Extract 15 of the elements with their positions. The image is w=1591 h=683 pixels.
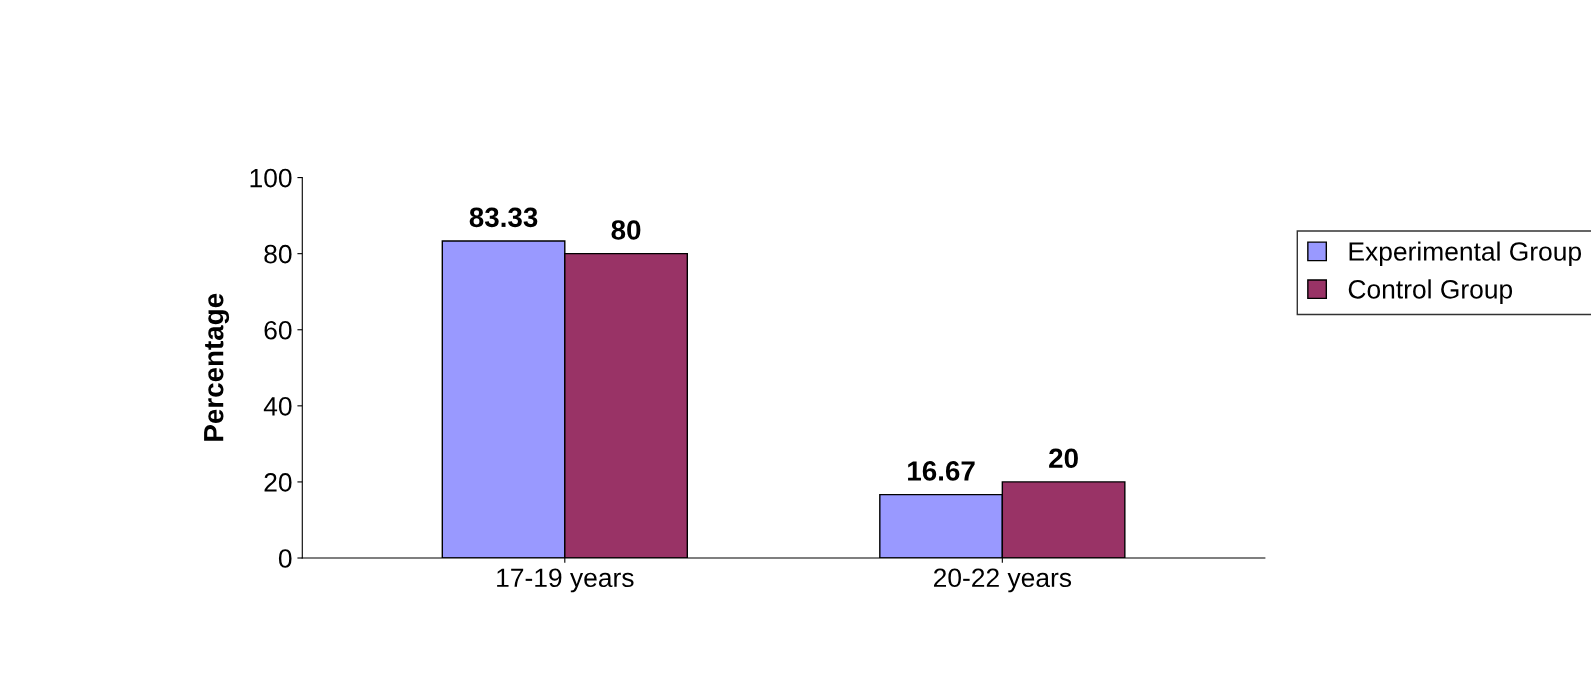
x-tick-label: 17-19 years [497, 568, 634, 593]
y-tick-label: 80 [264, 244, 292, 264]
data-label: 80 [611, 220, 641, 240]
y-axis-title: Percentage [204, 293, 230, 441]
data-label: 16.67 [908, 461, 975, 481]
legend-label: Experimental Group [1349, 241, 1581, 267]
y-tick-label: 100 [250, 168, 292, 188]
data-label: 83.33 [469, 207, 538, 228]
y-tick-label: 20 [264, 473, 292, 492]
data-label: 20 [1049, 448, 1078, 469]
legend-label: Control Group [1348, 279, 1513, 304]
y-tick-label: 60 [264, 320, 292, 340]
y-tick-label: 40 [263, 396, 292, 416]
y-tick-label: 0 [278, 549, 292, 568]
x-tick-label: 20-22 years [933, 568, 1072, 593]
